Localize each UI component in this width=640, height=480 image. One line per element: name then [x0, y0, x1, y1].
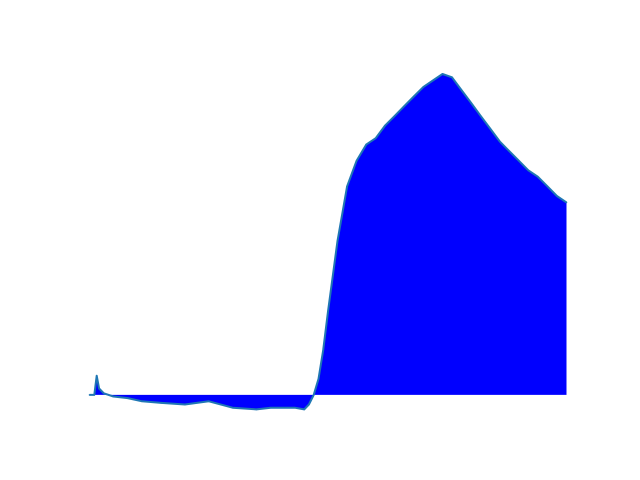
data-point: [518, 159, 520, 162]
data-point: [312, 394, 315, 396]
data-point: [355, 159, 358, 162]
data-point: [565, 201, 568, 204]
data-point: [432, 79, 434, 82]
data-point: [508, 150, 511, 152]
data-point: [322, 349, 325, 351]
data-point: [255, 408, 258, 411]
data-point: [489, 127, 492, 130]
data-point: [231, 406, 234, 409]
data-point: [293, 406, 296, 409]
data-point: [537, 175, 539, 178]
data-point: [422, 86, 425, 88]
data-point: [308, 403, 310, 406]
data-point: [527, 169, 530, 172]
data-point: [546, 185, 549, 188]
data-point: [112, 395, 115, 398]
data-point: [556, 195, 558, 197]
data-point: [413, 95, 415, 98]
data-point: [88, 394, 91, 396]
data-point: [451, 76, 453, 79]
data-point: [403, 105, 406, 107]
data-point: [98, 387, 100, 390]
data-point: [470, 102, 472, 104]
data-point: [317, 378, 320, 380]
data-point: [184, 403, 186, 406]
data-point: [384, 124, 387, 127]
data-point: [327, 310, 329, 313]
data-point: [498, 140, 501, 143]
data-point: [208, 400, 210, 403]
data-point: [270, 406, 272, 409]
data-point: [365, 143, 368, 146]
data-point: [126, 397, 129, 399]
data-point: [141, 400, 143, 403]
plot-area: [88, 73, 568, 411]
data-point: [460, 89, 463, 91]
data-point: [346, 185, 348, 188]
series-area-fill: [89, 74, 567, 410]
data-point: [336, 240, 339, 242]
data-point: [284, 406, 286, 409]
data-point: [374, 137, 377, 139]
data-point: [103, 392, 105, 395]
data-point: [160, 402, 162, 404]
data-point: [479, 115, 482, 117]
data-point: [95, 374, 98, 377]
data-point: [303, 408, 306, 411]
data-point: [441, 73, 444, 75]
data-point: [93, 394, 96, 396]
data-point: [394, 115, 396, 117]
